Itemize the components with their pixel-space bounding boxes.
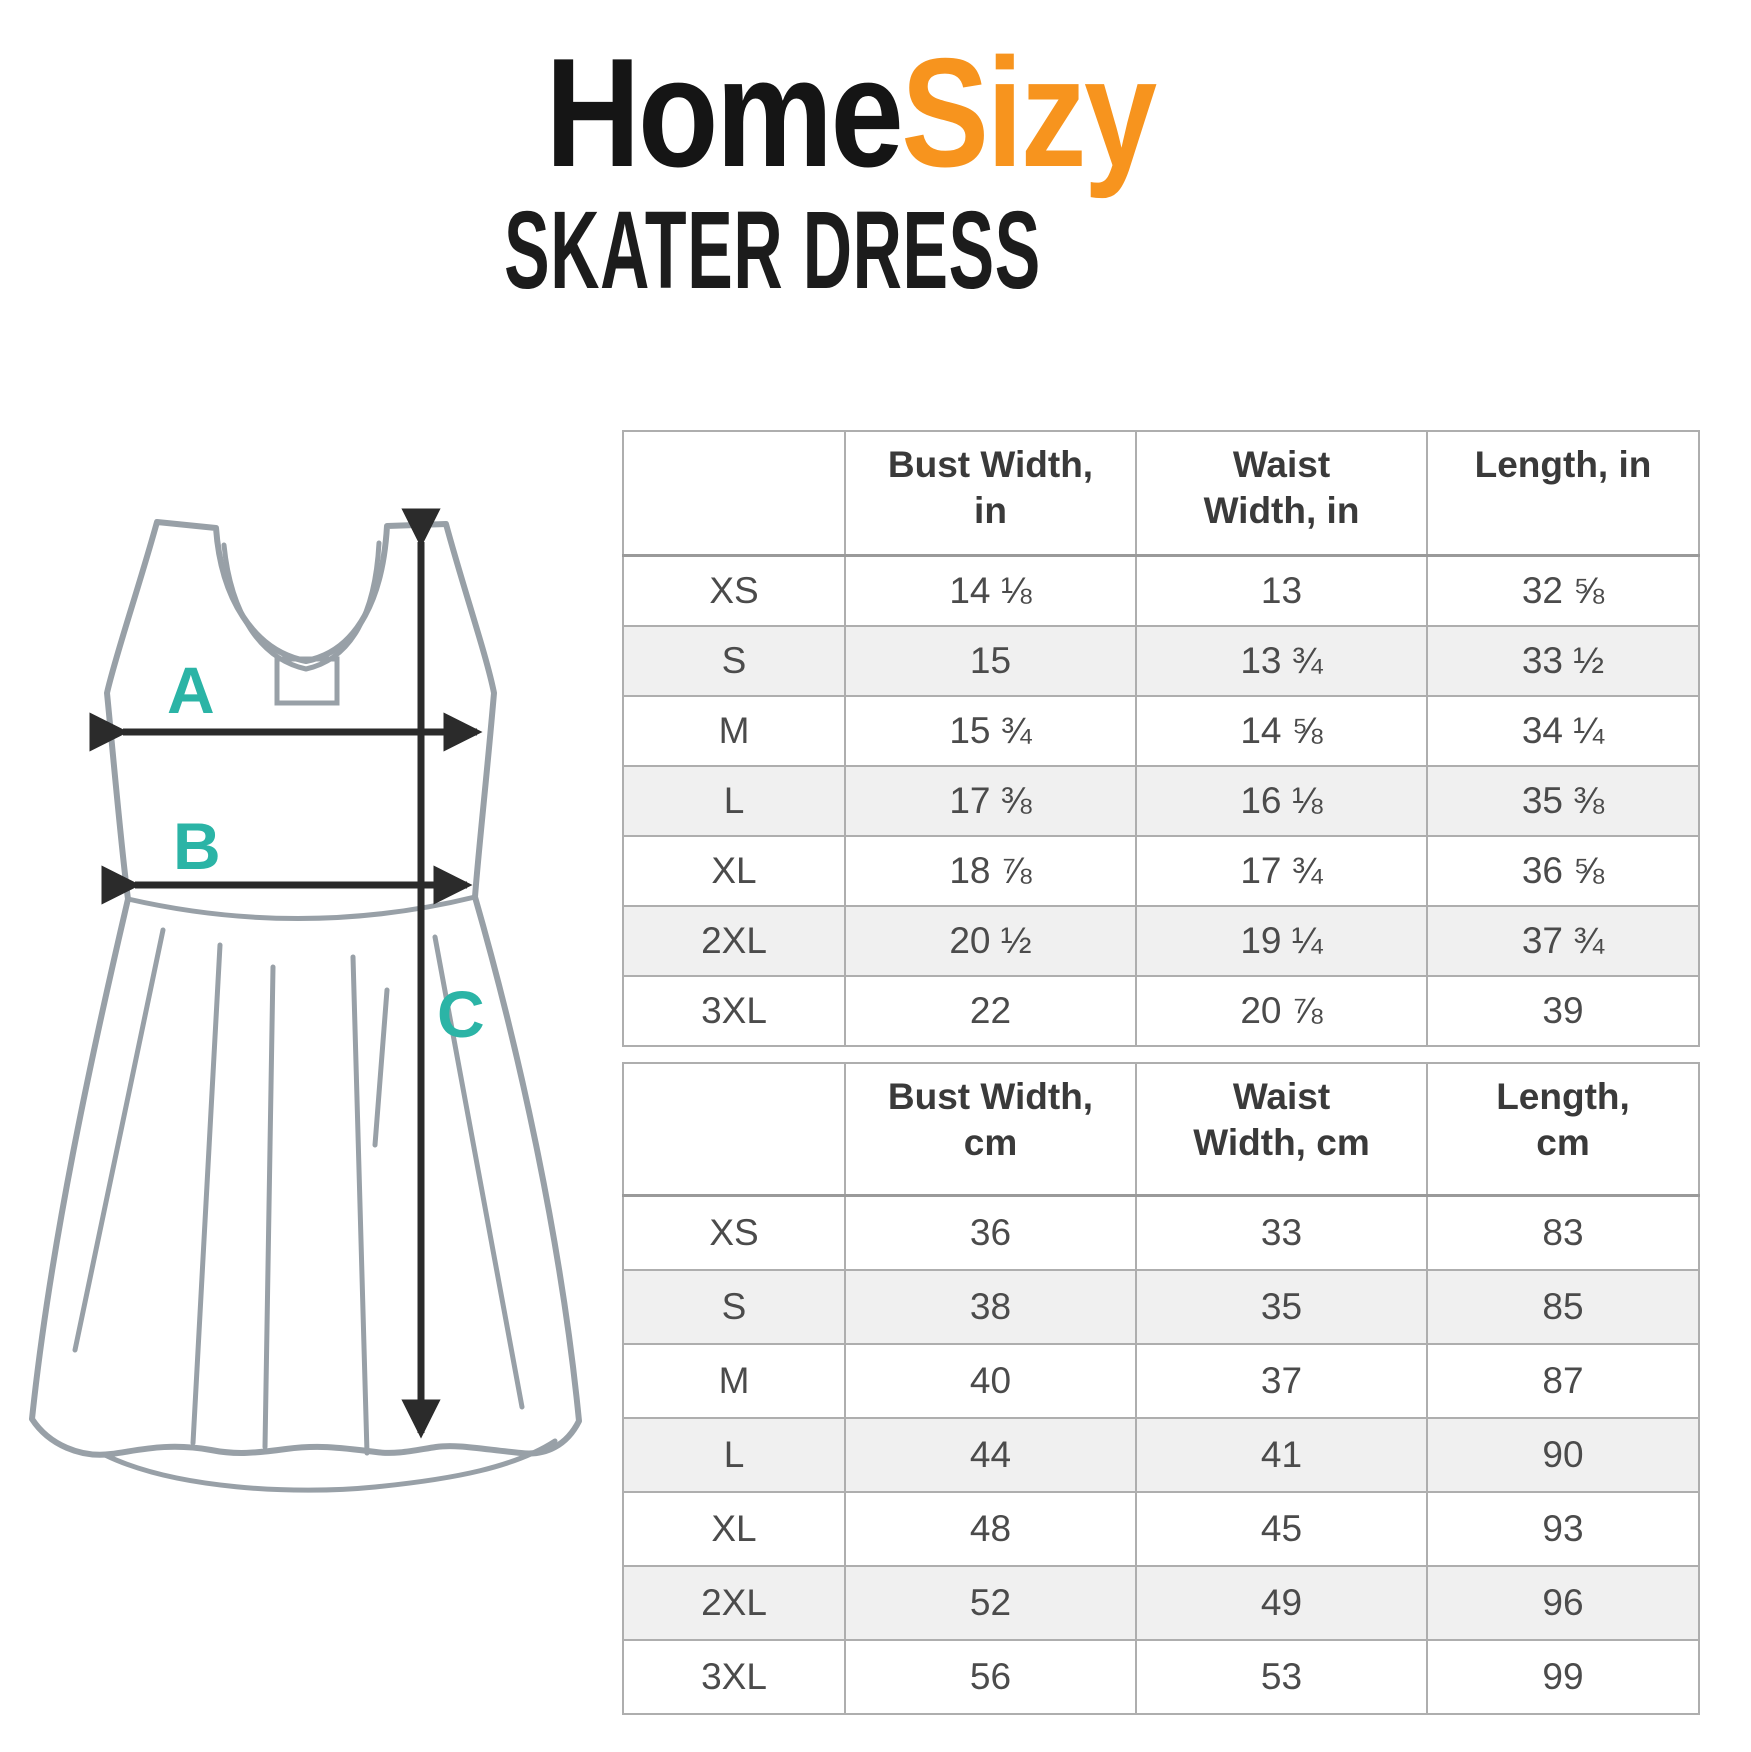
table-row-m: M 40 37 87 — [622, 1343, 1700, 1419]
col-header-bust-in: Bust Width, in — [844, 430, 1137, 557]
bust-value: 14 ⅛ — [844, 554, 1137, 627]
length-value: 39 — [1426, 975, 1700, 1047]
col-header-waist-in: Waist Width, in — [1135, 430, 1428, 557]
skirt-fold-lines — [72, 927, 525, 1456]
dress-diagram: A B C — [29, 508, 582, 1493]
waist-value: 13 — [1135, 554, 1428, 627]
table-row-xl: XL 48 45 93 — [622, 1491, 1700, 1567]
header-row: Bust Width, cm Waist Width, cm Length, c… — [622, 1062, 1700, 1197]
table-row-l: L 44 41 90 — [622, 1417, 1700, 1493]
length-value: 35 ⅜ — [1426, 765, 1700, 837]
table-row-xl: XL 18 ⅞ 17 ¾ 36 ⅝ — [622, 835, 1700, 907]
table-row-3xl: 3XL 22 20 ⅞ 39 — [622, 975, 1700, 1047]
size-label: S — [622, 625, 846, 697]
bust-value: 40 — [844, 1343, 1137, 1419]
waist-value: 17 ¾ — [1135, 835, 1428, 907]
length-value: 99 — [1426, 1639, 1700, 1715]
label-b-waist: B — [173, 809, 221, 883]
dress-outline — [29, 519, 582, 1458]
length-value: 37 ¾ — [1426, 905, 1700, 977]
size-table-centimeters: Bust Width, cm Waist Width, cm Length, c… — [622, 1062, 1700, 1715]
bust-value: 18 ⅞ — [844, 835, 1137, 907]
length-value: 87 — [1426, 1343, 1700, 1419]
waist-value: 19 ¼ — [1135, 905, 1428, 977]
product-title: SKATER DRESS — [504, 189, 1041, 312]
bust-value: 56 — [844, 1639, 1137, 1715]
size-label: S — [622, 1269, 846, 1345]
size-label: L — [622, 1417, 846, 1493]
bust-value: 15 — [844, 625, 1137, 697]
length-value: 85 — [1426, 1269, 1700, 1345]
size-label: XS — [622, 554, 846, 627]
size-label: 3XL — [622, 975, 846, 1047]
table-row-2xl: 2XL 52 49 96 — [622, 1565, 1700, 1641]
length-value: 34 ¼ — [1426, 695, 1700, 767]
table-row-2xl: 2XL 20 ½ 19 ¼ 37 ¾ — [622, 905, 1700, 977]
size-label: M — [622, 1343, 846, 1419]
size-label: 2XL — [622, 1565, 846, 1641]
col-header-size — [622, 1062, 846, 1197]
size-label: M — [622, 695, 846, 767]
col-header-size — [622, 430, 846, 557]
table-row-s: S 38 35 85 — [622, 1269, 1700, 1345]
size-table-inches: Bust Width, in Waist Width, in Length, i… — [622, 430, 1700, 1047]
waist-value: 13 ¾ — [1135, 625, 1428, 697]
hem-underline — [102, 1438, 558, 1493]
label-c-length: C — [437, 977, 485, 1051]
length-value: 33 ½ — [1426, 625, 1700, 697]
length-value: 36 ⅝ — [1426, 835, 1700, 907]
waist-value: 35 — [1135, 1269, 1428, 1345]
table-row-s: S 15 13 ¾ 33 ½ — [622, 625, 1700, 697]
table-row-l: L 17 ⅜ 16 ⅛ 35 ⅜ — [622, 765, 1700, 837]
length-value: 93 — [1426, 1491, 1700, 1567]
col-header-length-in: Length, in — [1426, 430, 1700, 557]
size-label: XL — [622, 1491, 846, 1567]
length-value: 96 — [1426, 1565, 1700, 1641]
header-row: Bust Width, in Waist Width, in Length, i… — [622, 430, 1700, 557]
bust-value: 17 ⅜ — [844, 765, 1137, 837]
size-label: 2XL — [622, 905, 846, 977]
logo-text-home: Home — [545, 26, 903, 199]
label-a-bust: A — [167, 653, 215, 727]
size-label: L — [622, 765, 846, 837]
waist-value: 49 — [1135, 1565, 1428, 1641]
waist-value: 20 ⅞ — [1135, 975, 1428, 1047]
neck-tag — [274, 656, 340, 706]
waist-value: 14 ⅝ — [1135, 695, 1428, 767]
waist-value: 41 — [1135, 1417, 1428, 1493]
brand-logo: HomeSizy — [128, 28, 1573, 198]
bust-value: 20 ½ — [844, 905, 1137, 977]
length-value: 90 — [1426, 1417, 1700, 1493]
waist-value: 37 — [1135, 1343, 1428, 1419]
table-row-xs: XS 14 ⅛ 13 32 ⅝ — [622, 554, 1700, 627]
bust-value: 48 — [844, 1491, 1137, 1567]
length-value: 83 — [1426, 1194, 1700, 1271]
table-row-m: M 15 ¾ 14 ⅝ 34 ¼ — [622, 695, 1700, 767]
col-header-bust-cm: Bust Width, cm — [844, 1062, 1137, 1197]
size-label: XL — [622, 835, 846, 907]
logo-text-sizy: Sizy — [901, 26, 1157, 199]
bust-value: 44 — [844, 1417, 1137, 1493]
bust-value: 38 — [844, 1269, 1137, 1345]
bust-value: 15 ¾ — [844, 695, 1137, 767]
length-value: 32 ⅝ — [1426, 554, 1700, 627]
bust-value: 22 — [844, 975, 1137, 1047]
table-row-3xl: 3XL 56 53 99 — [622, 1639, 1700, 1715]
size-label: XS — [622, 1194, 846, 1271]
waist-value: 33 — [1135, 1194, 1428, 1271]
bust-value: 52 — [844, 1565, 1137, 1641]
col-header-length-cm: Length, cm — [1426, 1062, 1700, 1197]
waist-value: 45 — [1135, 1491, 1428, 1567]
waist-value: 53 — [1135, 1639, 1428, 1715]
bust-value: 36 — [844, 1194, 1137, 1271]
size-label: 3XL — [622, 1639, 846, 1715]
table-row-xs: XS 36 33 83 — [622, 1194, 1700, 1271]
waist-value: 16 ⅛ — [1135, 765, 1428, 837]
neckline-inner-line — [221, 540, 382, 672]
col-header-waist-cm: Waist Width, cm — [1135, 1062, 1428, 1197]
